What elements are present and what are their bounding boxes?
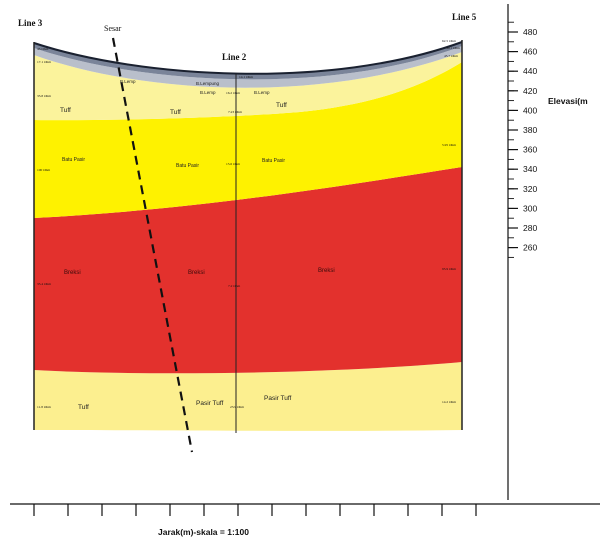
elevation-tick-label: 300	[523, 203, 537, 213]
resistivity-value: 35.4 Ohm	[37, 282, 51, 286]
clay-label: B.Lemp	[120, 79, 136, 84]
lower-tuff-label: Pasir Tuff	[196, 400, 224, 407]
resistivity-value: 14.2 Ohm	[442, 400, 456, 404]
lower-tuff-label: Pasir Tuff	[264, 395, 292, 402]
elevation-tick-label: 320	[523, 184, 537, 194]
elevation-tick-label: 460	[523, 47, 537, 57]
resistivity-value: 14.1 Ohm	[239, 75, 253, 79]
resistivity-value: 45.7 Ohm	[444, 54, 458, 58]
fault-label: Sesar	[104, 24, 122, 33]
breccia-label: Breksi	[64, 270, 81, 276]
resistivity-value: 40.1 Ohm	[446, 46, 460, 50]
clay-label: B.Lempung	[196, 81, 220, 86]
resistivity-value: 7.2 Ohm	[228, 284, 241, 288]
upper-tuff-layer	[34, 52, 462, 121]
resistivity-value: 62.5 Ohm	[442, 39, 456, 43]
resistivity-value: 11.8 Ohm	[37, 405, 51, 409]
elevation-tick-label: 420	[523, 86, 537, 96]
resistivity-value: 100 Ohm	[37, 168, 50, 172]
sandstone-label: Batu Pasir	[176, 163, 199, 169]
elevation-tick-label: 340	[523, 164, 537, 174]
fault-line	[111, 37, 194, 453]
distance-axis-title: Jarak(m)-skala = 1:100	[158, 527, 249, 537]
surface-line	[33, 41, 463, 75]
elevation-tick-label: 360	[523, 145, 537, 155]
resistivity-value: 35.8 Ohm	[37, 94, 51, 98]
clay-label: B.Lemp	[200, 90, 216, 95]
breccia-label: Breksi	[188, 270, 205, 276]
resistivity-value: 16.2 Ohm	[226, 91, 240, 95]
lower-tuff-label: Tuff	[78, 404, 89, 411]
resistivity-value: 5.95 Ohm	[442, 143, 456, 147]
elevation-tick-label: 480	[523, 27, 537, 37]
resistivity-value: 7.23 Ohm	[228, 110, 242, 114]
resistivity-value: 45 Ohm	[37, 47, 49, 51]
elevation-tick-label: 260	[523, 243, 537, 253]
tuff-label: Tuff	[276, 102, 287, 109]
distance-ticks	[33, 504, 477, 516]
line-5-label: Line 5	[452, 12, 477, 22]
light-clay-layer	[34, 46, 462, 88]
tuff-label: Tuff	[170, 109, 181, 116]
elevation-tick-label: 400	[523, 105, 537, 115]
elevation-axis-title: Elevasi(m	[548, 96, 588, 106]
clay-label: B.Lemp	[254, 90, 270, 95]
elevation-tick-label: 280	[523, 223, 537, 233]
resistivity-value: 17.1 Ohm	[37, 60, 51, 64]
lower-tuff-layer	[34, 362, 462, 431]
dark-clay-layer	[34, 42, 462, 80]
sandstone-label: Batu Pasir	[262, 158, 285, 164]
elevation-tick-label: 440	[523, 66, 537, 76]
resistivity-value: 95.9 Ohm	[442, 267, 456, 271]
resistivity-value: 15.6 Ohm	[226, 162, 240, 166]
breccia-layer	[34, 167, 462, 374]
line-2-label: Line 2	[222, 52, 247, 62]
line-3-label: Line 3	[18, 18, 43, 28]
sandstone-label: Batu Pasir	[62, 157, 85, 163]
elevation-tick-label: 380	[523, 125, 537, 135]
tuff-label: Tuff	[60, 107, 71, 114]
breccia-label: Breksi	[318, 268, 335, 274]
resistivity-value: 23.9 Ohm	[230, 405, 244, 409]
elevation-ticks: 480 460 440 420 400 380 360 340 320 300 280 260	[508, 21, 537, 258]
